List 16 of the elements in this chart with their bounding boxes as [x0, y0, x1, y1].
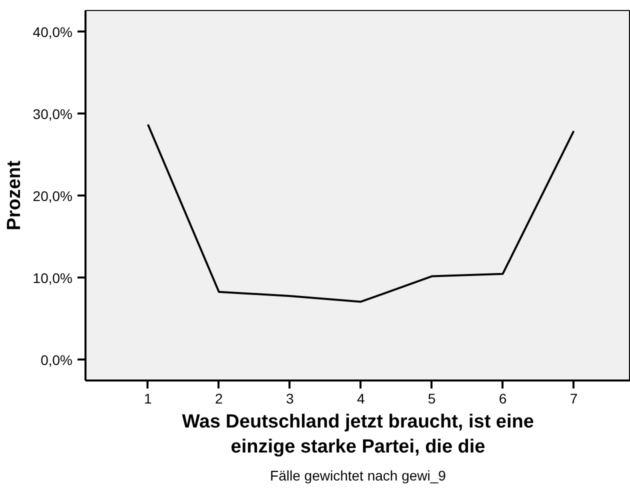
line-series — [146, 124, 575, 303]
x-axis-title: Was Deutschland jetzt braucht, ist eine einzige starke Partei, die die — [182, 412, 534, 458]
x-tick-label: 1 — [144, 390, 152, 406]
y-tick-label: 10,0% — [32, 270, 73, 286]
x-tick-label: 5 — [428, 390, 436, 406]
y-tick-label: 30,0% — [32, 106, 73, 122]
text: Fälle gewichtet nach gewi_9 — [270, 468, 446, 484]
y-tick-label: 40,0% — [32, 24, 73, 40]
x-tick-label: 2 — [215, 390, 224, 406]
y-tick-label: 0,0% — [40, 352, 73, 368]
x-tick-label: 6 — [498, 390, 507, 406]
y-tick-label: 20,0% — [32, 188, 73, 204]
x-tick-label: 4 — [356, 390, 365, 406]
y-axis-title: Prozent — [4, 160, 25, 230]
x-tick-label: 7 — [570, 390, 578, 406]
x-tick-label: 3 — [286, 390, 294, 406]
